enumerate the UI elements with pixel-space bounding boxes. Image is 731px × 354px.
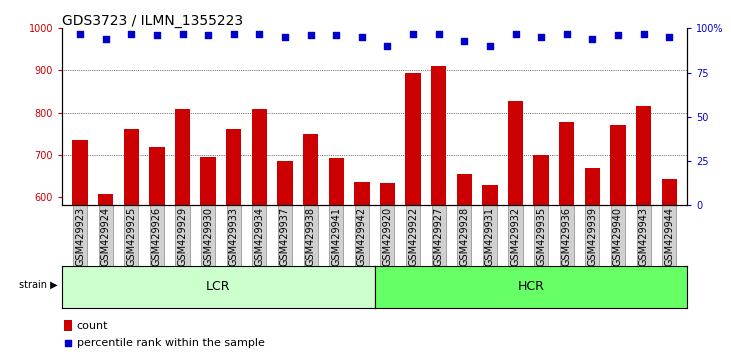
Point [228, 31, 240, 36]
Point [62, 341, 74, 346]
Bar [98, 194, 113, 354]
Point [126, 31, 137, 36]
Bar [585, 168, 600, 354]
Point [100, 36, 112, 42]
Bar [662, 179, 677, 354]
Point [663, 34, 675, 40]
Point [612, 33, 624, 38]
Bar [354, 182, 369, 354]
Bar [508, 101, 523, 354]
Point [356, 34, 368, 40]
Bar [226, 130, 241, 354]
Point [637, 31, 649, 36]
Bar [149, 147, 164, 354]
Text: LCR: LCR [206, 280, 231, 293]
Point [330, 33, 342, 38]
Bar [610, 125, 626, 354]
Bar [124, 130, 139, 354]
Bar [482, 185, 498, 354]
Point [407, 31, 419, 36]
Bar [380, 183, 395, 354]
Point [75, 31, 86, 36]
Point [151, 33, 163, 38]
Bar [72, 140, 88, 354]
Text: strain ▶: strain ▶ [18, 280, 57, 290]
Bar [328, 158, 344, 354]
Text: count: count [77, 321, 108, 331]
Point [202, 33, 214, 38]
Bar [277, 161, 292, 354]
Bar [406, 73, 421, 354]
Point [484, 43, 496, 49]
Point [586, 36, 598, 42]
Point [254, 31, 265, 36]
Bar [431, 66, 447, 354]
Text: HCR: HCR [518, 280, 545, 293]
Text: percentile rank within the sample: percentile rank within the sample [77, 338, 265, 348]
FancyBboxPatch shape [64, 320, 72, 331]
Point [279, 34, 291, 40]
Point [510, 31, 521, 36]
Point [458, 38, 470, 44]
Bar [175, 109, 190, 354]
Point [305, 33, 317, 38]
Bar [636, 106, 651, 354]
Text: GDS3723 / ILMN_1355223: GDS3723 / ILMN_1355223 [62, 14, 243, 28]
Bar [457, 174, 472, 354]
Point [382, 43, 393, 49]
Point [177, 31, 189, 36]
Bar [559, 122, 575, 354]
Point [561, 31, 572, 36]
Bar [534, 155, 549, 354]
Bar [200, 157, 216, 354]
Bar [251, 109, 267, 354]
Bar [303, 134, 318, 354]
Point [433, 31, 444, 36]
Point [535, 34, 547, 40]
